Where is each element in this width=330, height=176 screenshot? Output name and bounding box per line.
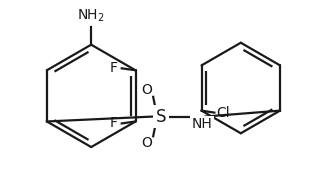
Text: NH$_2$: NH$_2$ xyxy=(77,8,105,24)
Text: O: O xyxy=(141,83,152,97)
Text: F: F xyxy=(110,117,118,130)
Text: O: O xyxy=(141,136,152,150)
Text: Cl: Cl xyxy=(216,106,230,120)
Text: NH: NH xyxy=(192,117,212,131)
Text: F: F xyxy=(110,61,118,75)
Text: S: S xyxy=(156,108,166,125)
